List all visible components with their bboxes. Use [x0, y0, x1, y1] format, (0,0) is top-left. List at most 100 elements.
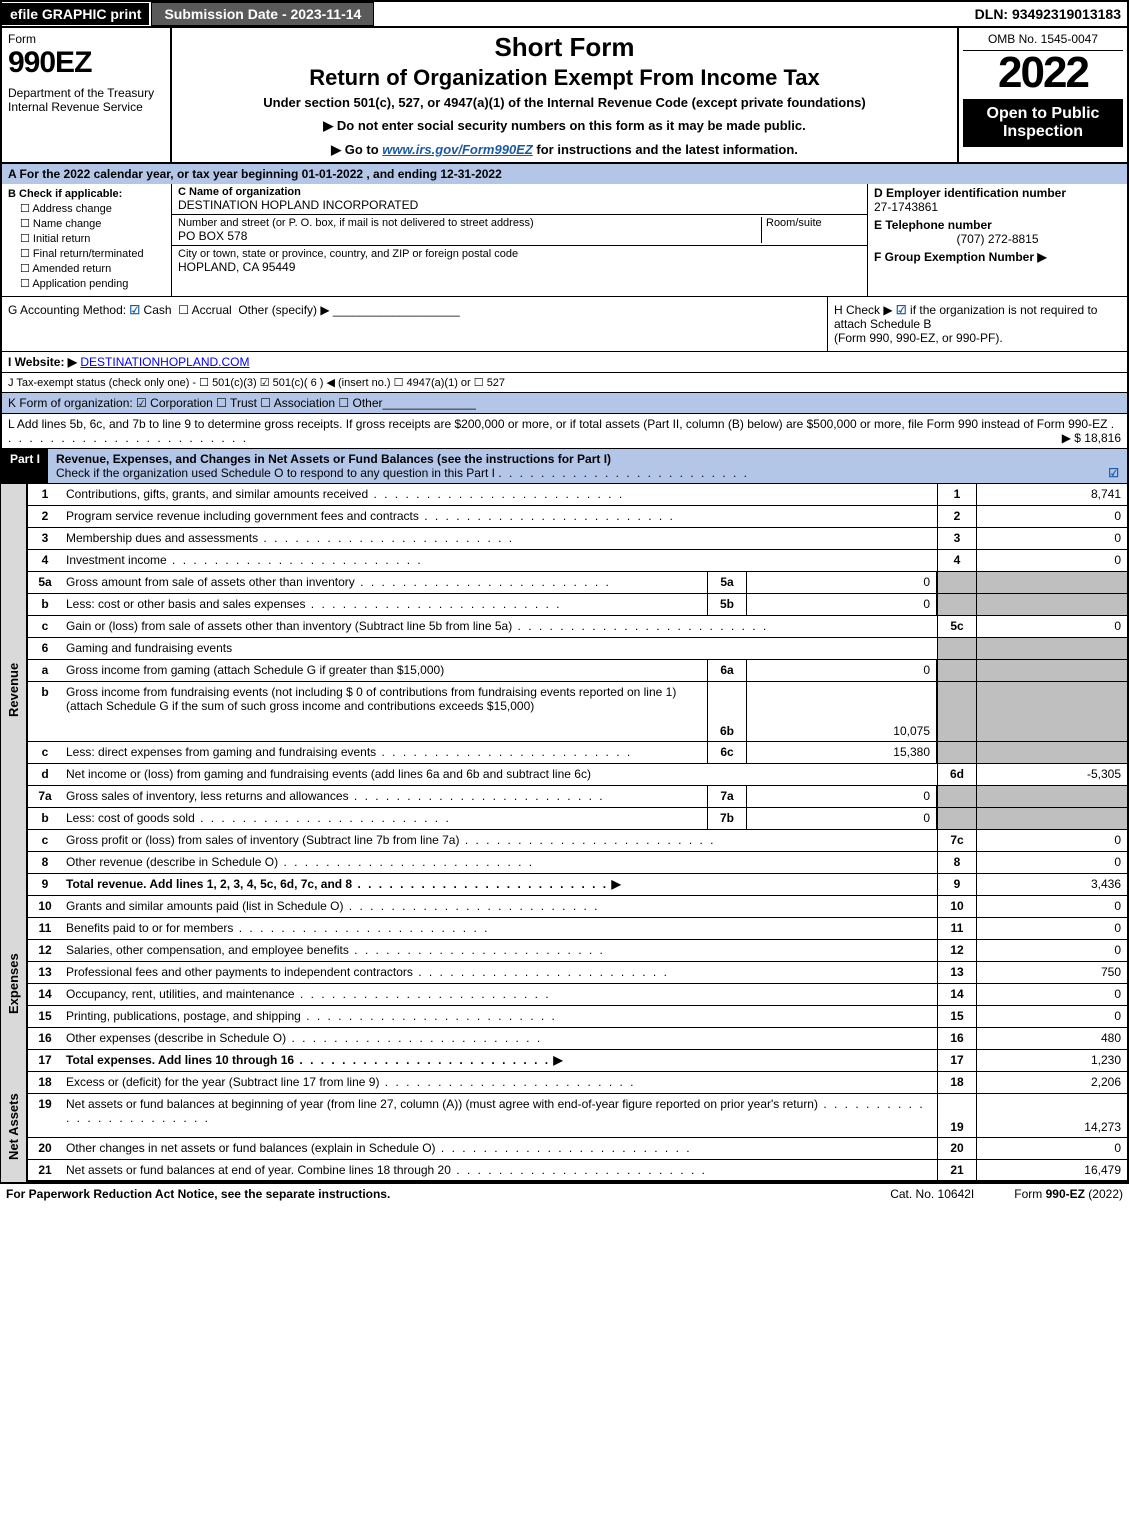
line-17: 17 Total expenses. Add lines 10 through … [28, 1050, 1129, 1072]
row-j: J Tax-exempt status (check only one) - ☐… [0, 373, 1129, 393]
l16-num: 16 [28, 1028, 62, 1049]
l6-rv [977, 638, 1127, 659]
i-label: I Website: ▶ [8, 355, 77, 369]
l9-rn: 9 [937, 874, 977, 895]
l6a-sn: 6a [707, 660, 747, 681]
l17-rn: 17 [937, 1050, 977, 1071]
instruction-goto: ▶ Go to www.irs.gov/Form990EZ for instru… [182, 142, 947, 158]
l17-rv: 1,230 [977, 1050, 1127, 1071]
header-right: OMB No. 1545-0047 2022 Open to Public In… [957, 28, 1127, 162]
cb-parto[interactable]: ☑ [1108, 466, 1119, 480]
tax-year: 2022 [963, 51, 1123, 95]
line-10: 10 Grants and similar amounts paid (list… [28, 896, 1129, 918]
header-left: Form 990EZ Department of the Treasury In… [2, 28, 172, 162]
row-a: A For the 2022 calendar year, or tax yea… [0, 164, 1129, 184]
line-12: 12 Salaries, other compensation, and emp… [28, 940, 1129, 962]
l3-rv: 0 [977, 528, 1127, 549]
line-3: 3 Membership dues and assessments 3 0 [28, 528, 1129, 550]
cb-final-return[interactable]: ☐ Final return/terminated [20, 247, 165, 260]
l7a-rv [977, 786, 1127, 807]
row-l: L Add lines 5b, 6c, and 7b to line 9 to … [0, 414, 1129, 449]
line-7c: c Gross profit or (loss) from sales of i… [28, 830, 1129, 852]
l11-rv: 0 [977, 918, 1127, 939]
l5a-sn: 5a [707, 572, 747, 593]
l16-rn: 16 [937, 1028, 977, 1049]
l3-rn: 3 [937, 528, 977, 549]
line-6d: d Net income or (loss) from gaming and f… [28, 764, 1129, 786]
line-15: 15 Printing, publications, postage, and … [28, 1006, 1129, 1028]
cash-label: Cash [144, 303, 172, 317]
irs-link[interactable]: www.irs.gov/Form990EZ [382, 142, 533, 157]
l6-rn [937, 638, 977, 659]
line-21: 21 Net assets or fund balances at end of… [28, 1160, 1129, 1182]
l10-rn: 10 [937, 896, 977, 917]
cb-name-change[interactable]: ☐ Name change [20, 217, 165, 230]
form-header: Form 990EZ Department of the Treasury In… [0, 28, 1129, 164]
l18-desc: Excess or (deficit) for the year (Subtra… [66, 1075, 379, 1089]
city: HOPLAND, CA 95449 [178, 260, 861, 274]
cb-address-change[interactable]: ☐ Address change [20, 202, 165, 215]
l-text: L Add lines 5b, 6c, and 7b to line 9 to … [8, 417, 1107, 431]
l19-rn: 19 [937, 1094, 977, 1137]
header-center: Short Form Return of Organization Exempt… [172, 28, 957, 162]
l5b-sv: 0 [747, 594, 937, 615]
l21-desc: Net assets or fund balances at end of ye… [66, 1163, 451, 1177]
cb-app-pending[interactable]: ☐ Application pending [20, 277, 165, 290]
l7b-sn: 7b [707, 808, 747, 829]
line-6c: c Less: direct expenses from gaming and … [28, 742, 1129, 764]
l7a-sv: 0 [747, 786, 937, 807]
cb-amended[interactable]: ☐ Amended return [20, 262, 165, 275]
l8-rn: 8 [937, 852, 977, 873]
l2-rv: 0 [977, 506, 1127, 527]
website-link[interactable]: DESTINATIONHOPLAND.COM [80, 355, 249, 369]
l6c-num: c [28, 742, 62, 763]
l14-rv: 0 [977, 984, 1127, 1005]
l6a-rn [937, 660, 977, 681]
l2-desc: Program service revenue including govern… [66, 509, 419, 523]
org-name: DESTINATION HOPLAND INCORPORATED [178, 198, 861, 212]
l6c-sn: 6c [707, 742, 747, 763]
cb-h[interactable]: ☑ [896, 303, 907, 317]
line-6: 6 Gaming and fundraising events [28, 638, 1129, 660]
cb-initial-return[interactable]: ☐ Initial return [20, 232, 165, 245]
line-7b: b Less: cost of goods sold 7b 0 [28, 808, 1129, 830]
cb-cash[interactable]: ☑ [129, 303, 140, 317]
section-def: D Employer identification number 27-1743… [867, 184, 1127, 296]
f-label: F Group Exemption Number ▶ [874, 250, 1121, 264]
part1-header: Part I Revenue, Expenses, and Changes in… [0, 449, 1129, 484]
l1-desc: Contributions, gifts, grants, and simila… [66, 487, 368, 501]
l5c-num: c [28, 616, 62, 637]
line-5c: c Gain or (loss) from sale of assets oth… [28, 616, 1129, 638]
section-b: B Check if applicable: ☐ Address change … [2, 184, 172, 296]
l20-num: 20 [28, 1138, 62, 1159]
l7a-sn: 7a [707, 786, 747, 807]
line-16: 16 Other expenses (describe in Schedule … [28, 1028, 1129, 1050]
efile-label[interactable]: efile GRAPHIC print [2, 3, 149, 25]
l7c-desc: Gross profit or (loss) from sales of inv… [66, 833, 459, 847]
l5b-num: b [28, 594, 62, 615]
l8-rv: 0 [977, 852, 1127, 873]
l18-num: 18 [28, 1072, 62, 1093]
line-8: 8 Other revenue (describe in Schedule O)… [28, 852, 1129, 874]
b-head: B Check if applicable: [8, 188, 165, 200]
expenses-side: Expenses [0, 896, 28, 1072]
l6c-rv [977, 742, 1127, 763]
l14-desc: Occupancy, rent, utilities, and maintena… [66, 987, 295, 1001]
l21-rn: 21 [937, 1160, 977, 1180]
l1-rv: 8,741 [977, 484, 1127, 505]
footer: For Paperwork Reduction Act Notice, see … [0, 1182, 1129, 1204]
l8-num: 8 [28, 852, 62, 873]
l10-desc: Grants and similar amounts paid (list in… [66, 899, 343, 913]
l13-rv: 750 [977, 962, 1127, 983]
street: PO BOX 578 [178, 229, 761, 243]
l11-rn: 11 [937, 918, 977, 939]
l16-rv: 480 [977, 1028, 1127, 1049]
l3-num: 3 [28, 528, 62, 549]
l10-rv: 0 [977, 896, 1127, 917]
revenue-block: Revenue 1 Contributions, gifts, grants, … [0, 484, 1129, 896]
l7b-rv [977, 808, 1127, 829]
l12-rn: 12 [937, 940, 977, 961]
l7a-desc: Gross sales of inventory, less returns a… [66, 789, 349, 803]
l19-num: 19 [28, 1094, 62, 1137]
city-label: City or town, state or province, country… [178, 248, 861, 260]
